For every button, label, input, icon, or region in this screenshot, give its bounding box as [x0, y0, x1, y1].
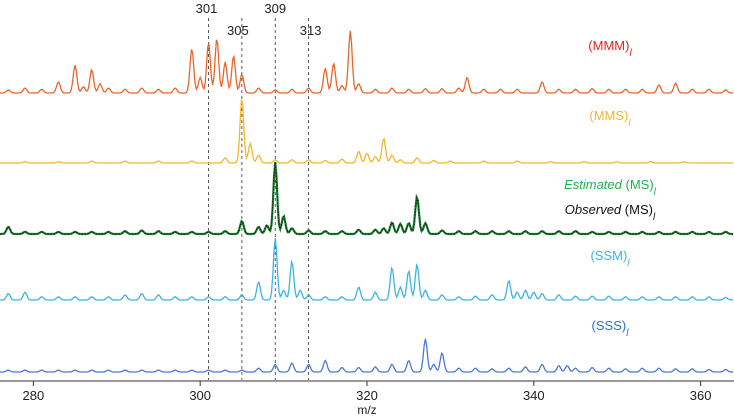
series-label-ssm-part: l	[627, 258, 630, 269]
series-label-mmm: (MMM)l	[588, 38, 632, 59]
ref-label-301: 301	[196, 1, 218, 16]
x-tick-label-280: 280	[23, 388, 45, 403]
series-label-sss: (SSS)l	[592, 318, 630, 339]
series-label-ssm-part: (SSM)	[590, 248, 627, 263]
spectrum-sss	[0, 338, 734, 373]
spectrum-ms-observed	[0, 161, 734, 235]
x-tick-label-360: 360	[690, 388, 712, 403]
series-label-ms-observed: Observed (MS)l	[565, 202, 656, 223]
series-layer	[0, 30, 734, 373]
spectrum-mmm	[0, 30, 734, 94]
series-label-mms: (MMS)l	[589, 108, 631, 129]
spectrum-ms-estimated	[0, 161, 734, 236]
ref-label-313: 313	[300, 23, 322, 38]
spectrum-mms	[0, 99, 734, 164]
series-mms	[0, 99, 734, 164]
reference-lines: 301 305 309 313	[196, 1, 322, 380]
series-ms	[0, 161, 734, 236]
series-label-mmm-part: (MMM)	[588, 38, 629, 53]
series-label-ms-part: l	[654, 187, 657, 198]
series-ssm	[0, 238, 734, 301]
x-axis-title: m/z	[357, 403, 376, 417]
ref-label-305: 305	[227, 23, 249, 38]
series-label-sss-part: (SSS)	[592, 318, 627, 333]
series-label-ms-observed-part: (MS)	[621, 202, 653, 217]
series-label-ms-observed-part: l	[653, 212, 656, 223]
series-label-mms-part: l	[628, 118, 631, 129]
ref-label-309: 309	[264, 1, 286, 16]
spectrum-ssm	[0, 238, 734, 301]
series-label-ms-observed-part: Observed	[565, 202, 622, 217]
x-tick-label-300: 300	[189, 388, 211, 403]
series-label-ms: Estimated (MS)l	[564, 177, 657, 198]
series-label-ms-part: (MS)	[622, 177, 654, 192]
series-sss	[0, 338, 734, 373]
series-mmm	[0, 30, 734, 94]
x-axis: 280 300 320 340 360	[0, 380, 734, 403]
series-label-ssm: (SSM)l	[590, 248, 630, 269]
x-tick-label-320: 320	[356, 388, 378, 403]
series-label-mmm-part: l	[629, 48, 632, 59]
series-label-mms-part: (MMS)	[589, 108, 628, 123]
series-label-ms-part: Estimated	[564, 177, 623, 192]
series-label-sss-part: l	[626, 328, 629, 339]
x-tick-label-340: 340	[523, 388, 545, 403]
